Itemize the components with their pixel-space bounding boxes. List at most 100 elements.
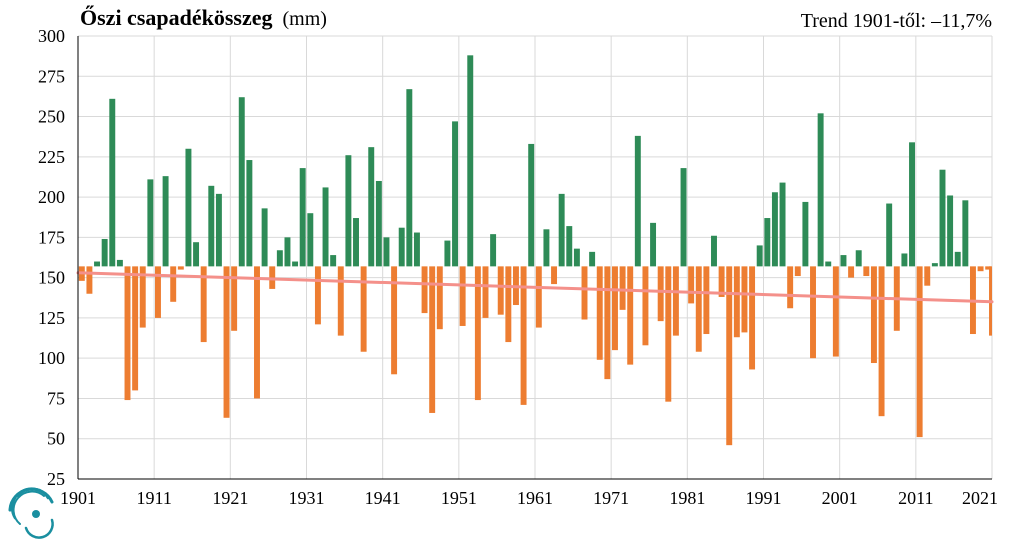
bar xyxy=(254,266,260,399)
bar xyxy=(909,142,915,267)
bar xyxy=(886,203,893,267)
x-tick-label: 1961 xyxy=(517,488,553,508)
bar xyxy=(490,234,497,267)
bar xyxy=(947,195,954,267)
bar xyxy=(596,266,603,360)
bar xyxy=(650,222,657,267)
bar xyxy=(604,266,611,380)
bar xyxy=(185,148,192,267)
bar xyxy=(307,213,314,267)
bar xyxy=(116,259,123,267)
y-tick-label: 50 xyxy=(47,429,65,449)
y-tick-label: 250 xyxy=(38,107,65,127)
bar xyxy=(383,237,390,267)
bar xyxy=(155,266,161,318)
bar xyxy=(771,192,778,267)
bar xyxy=(94,261,101,267)
y-axis: 25 50 75 100 125 150 175 200 225 250 275 300 xyxy=(38,26,79,489)
bar xyxy=(665,266,672,402)
bar xyxy=(749,266,756,370)
bar xyxy=(528,143,535,267)
bar xyxy=(482,266,489,318)
bar xyxy=(497,266,504,315)
bar xyxy=(109,98,116,267)
bar xyxy=(353,218,359,267)
bar xyxy=(657,266,664,322)
bar xyxy=(147,179,154,267)
x-tick-label: 1901 xyxy=(60,488,96,508)
chart-title: Őszi csapadékösszeg (mm) xyxy=(80,5,327,30)
trend-line-group xyxy=(76,271,994,304)
bar xyxy=(299,168,306,267)
bar xyxy=(223,266,230,418)
chart-title-unit: (mm) xyxy=(283,8,327,30)
bar xyxy=(695,266,702,352)
bar xyxy=(368,147,375,267)
bar xyxy=(566,226,573,267)
bar xyxy=(246,160,253,267)
bar xyxy=(444,240,451,267)
bar xyxy=(535,266,542,328)
bar xyxy=(672,266,679,336)
bar xyxy=(193,242,200,267)
bar xyxy=(86,266,93,294)
bar xyxy=(878,266,885,417)
bar xyxy=(170,266,177,302)
bar xyxy=(398,227,405,267)
bar xyxy=(276,250,283,267)
bar xyxy=(551,266,558,285)
bar xyxy=(436,266,443,330)
bar xyxy=(985,266,992,270)
trend-annotation: Trend 1901-től: –11,7% xyxy=(801,10,992,32)
bar xyxy=(238,97,245,267)
bar xyxy=(177,266,184,270)
bar xyxy=(779,182,786,267)
x-tick-label: 1921 xyxy=(212,488,248,508)
bar xyxy=(322,187,329,267)
bar xyxy=(916,266,923,438)
y-tick-label: 225 xyxy=(38,147,65,167)
bar xyxy=(977,266,984,272)
bar xyxy=(284,237,291,267)
x-tick-label: 1911 xyxy=(136,488,171,508)
x-tick-label: 1991 xyxy=(746,488,782,508)
bar xyxy=(360,266,367,352)
bar xyxy=(330,255,337,267)
bar xyxy=(612,266,618,351)
x-axis: 1901 1911 1921 1931 1941 1951 1961 1971 1981 1991… xyxy=(60,478,998,508)
bar xyxy=(261,208,268,267)
bar xyxy=(573,248,580,267)
bar xyxy=(474,266,481,401)
bar xyxy=(589,251,596,267)
y-tick-label: 100 xyxy=(38,348,65,368)
grid-lines xyxy=(77,35,993,480)
bar xyxy=(817,113,824,267)
bar xyxy=(132,266,139,391)
bar xyxy=(794,266,801,277)
bar xyxy=(406,89,413,267)
x-tick-label: 1951 xyxy=(441,488,477,508)
bar xyxy=(543,229,550,267)
data-bars xyxy=(78,55,992,446)
bar xyxy=(314,266,321,325)
bar xyxy=(421,266,428,314)
bar xyxy=(901,253,908,267)
bar xyxy=(832,266,839,357)
bar xyxy=(292,261,299,267)
x-tick-label: 1931 xyxy=(289,488,325,508)
trend-line xyxy=(76,271,994,304)
bar xyxy=(634,135,641,267)
bar xyxy=(345,155,352,267)
bar xyxy=(642,266,649,346)
bar xyxy=(810,266,816,359)
x-tick-label: 2001 xyxy=(822,488,858,508)
bar xyxy=(215,193,222,267)
bar xyxy=(101,238,108,267)
bar xyxy=(459,266,466,326)
bar xyxy=(429,266,436,413)
bar xyxy=(825,261,832,267)
swirl-logo-icon xyxy=(8,487,54,539)
x-tick-label: 2011 xyxy=(898,488,933,508)
bar xyxy=(688,266,695,304)
